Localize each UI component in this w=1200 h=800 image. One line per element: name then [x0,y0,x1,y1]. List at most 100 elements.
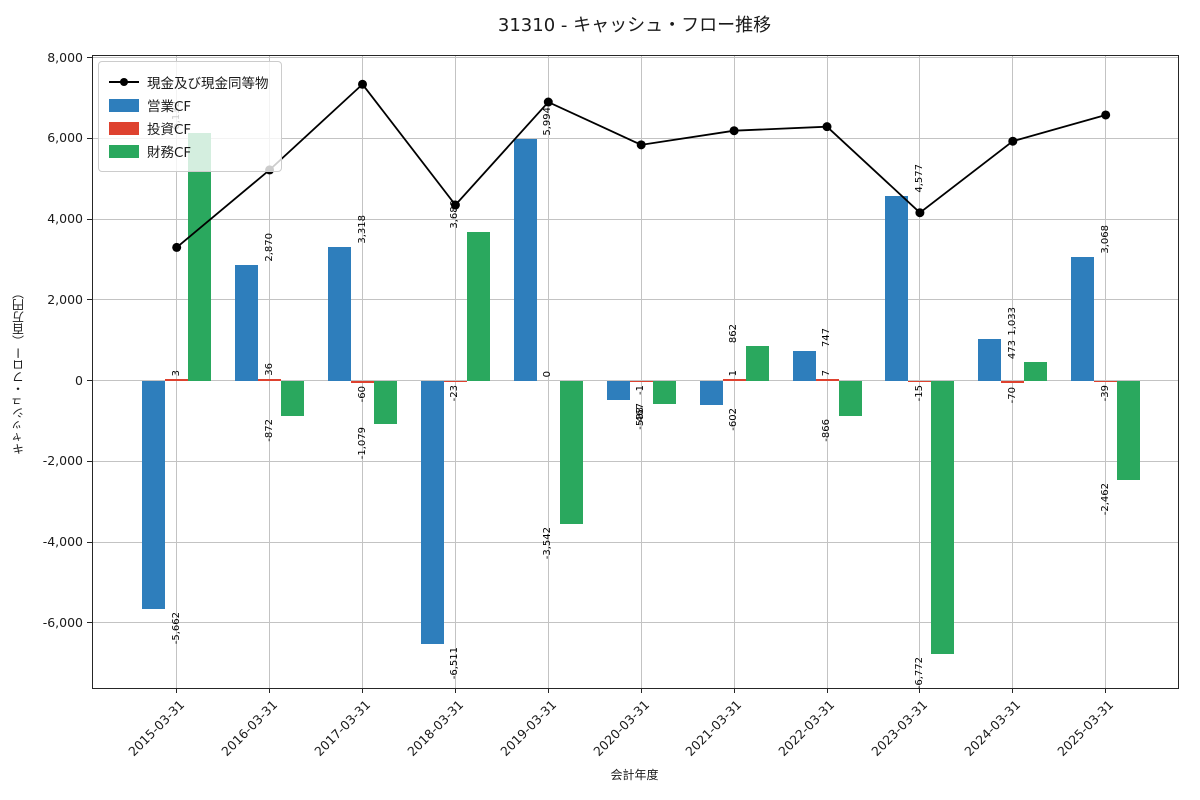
y-tick-mark [87,541,92,543]
x-tick-mark [826,688,828,693]
bar [258,379,282,381]
bar [374,380,397,425]
line-marker [1101,110,1111,120]
y-tick-mark [87,137,92,139]
x-tick-label: 2018-03-31 [404,697,466,759]
x-tick-mark [919,688,921,693]
x-tick-mark [454,688,456,693]
vertical-gridline [547,56,549,688]
legend-dot [120,78,128,86]
vertical-gridline [1012,56,1014,688]
bar [978,338,1002,381]
legend-label: 投資CF [147,122,192,138]
horizontal-gridline [93,299,1178,301]
legend-item: 営業CF [109,95,269,115]
bar [142,380,166,610]
line-marker [822,122,832,132]
bar [328,246,351,381]
line-marker [172,242,182,252]
line-marker [450,200,460,210]
x-tick-mark [269,688,271,693]
y-tick-mark [87,380,92,382]
chart-plot-area: 8,000 6,000 4,000 2,000 0 -2,000 -4,000 -6,000 2… [43,50,1179,759]
legend-item: 現金及び現金同等物 [109,72,269,92]
y-tick-label: 6,000 [47,130,83,146]
bar [838,380,862,416]
legend-item: 財務CF [109,141,269,161]
horizontal-gridline [93,137,1178,139]
y-tick-label: 4,000 [47,211,83,227]
vertical-gridline [826,56,828,688]
legend-swatch [109,144,139,158]
y-tick-mark [87,299,92,301]
x-tick-mark [176,688,178,693]
bar [699,380,723,405]
y-tick-label: -6,000 [42,614,83,630]
y-tick-label: -2,000 [42,453,83,469]
bar [1071,256,1095,381]
vertical-gridline [176,56,178,688]
vertical-gridline [269,56,271,688]
bar [815,379,839,381]
y-tick-mark [87,622,92,624]
horizontal-gridline [93,622,1178,624]
vertical-gridline [733,56,735,688]
x-tick-mark [640,688,642,693]
bar [188,133,212,381]
bar [722,379,746,381]
x-tick-mark [733,688,735,693]
horizontal-gridline [93,460,1178,462]
bar [885,195,909,381]
line-marker [358,79,367,89]
horizontal-gridline [93,57,1178,59]
bar [606,380,630,400]
x-tick-mark [547,688,549,693]
chart-title: 31310 - キャッシュ・フロー推移 [497,15,772,36]
bar [351,380,374,384]
y-tick-label: 0 [75,372,83,388]
legend-swatch [109,121,139,135]
bar [745,345,769,381]
bar [1001,380,1025,384]
bar [235,264,259,381]
vertical-gridline [454,56,456,688]
vertical-gridline [640,56,642,688]
line-marker [1008,136,1018,146]
bar [466,232,490,381]
bar [1094,380,1118,383]
line-marker [729,126,739,136]
line-marker [543,97,553,107]
y-tick-label: 8,000 [47,49,83,65]
x-tick-label: 2021-03-31 [682,697,745,759]
y-tick-mark [87,57,92,59]
legend-line-marker-icon [109,75,139,89]
x-tick-label: 2022-03-31 [775,697,838,759]
legend: 現金及び現金同等物営業CF 投資CF 財務CF [98,61,282,172]
x-tick-label: 2024-03-31 [961,697,1024,759]
x-tick-mark [1012,688,1014,693]
x-axis-label: 会計年度 [610,768,659,782]
bar [165,379,189,381]
x-tick-label: 2020-03-31 [589,697,652,759]
vertical-gridline [362,56,363,688]
line-marker [636,140,646,150]
bar [629,380,653,383]
bar [443,380,467,383]
y-tick-mark [87,460,92,462]
line-marker [915,208,925,218]
x-tick-label: 2016-03-31 [218,697,281,759]
bar [1024,361,1048,381]
x-tick-label: 2023-03-31 [868,697,931,759]
legend-label: 財務CF [147,145,192,161]
bar [908,380,932,383]
legend-label: 現金及び現金同等物 [147,76,269,92]
x-tick-mark [1105,688,1107,693]
horizontal-gridline [93,218,1178,220]
bar [559,380,583,524]
x-tick-label: 2019-03-31 [496,697,559,759]
bar [420,380,444,644]
x-tick-label: 2025-03-31 [1054,697,1117,759]
legend-swatch [109,98,139,112]
bar [792,350,816,381]
horizontal-gridline [93,541,1178,543]
